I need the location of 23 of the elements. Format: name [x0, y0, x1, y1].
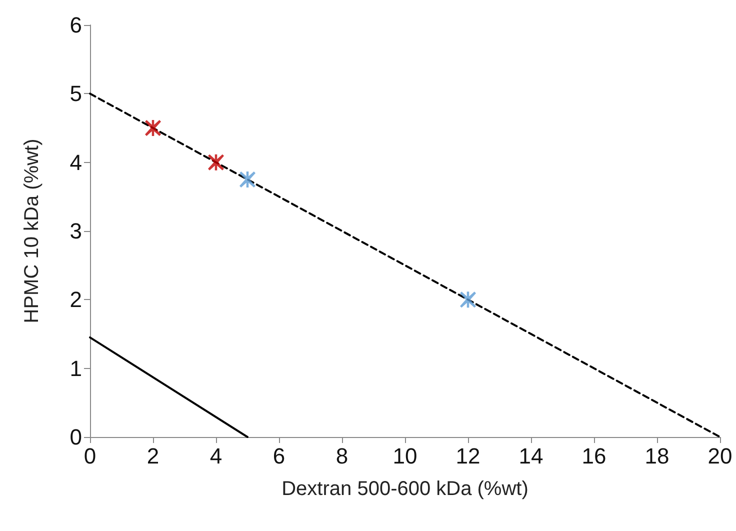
x-tick-label: 14 [518, 444, 544, 468]
y-tick-label: 4 [70, 150, 82, 175]
y-tick-label: 1 [70, 356, 82, 381]
point [460, 292, 476, 308]
x-tick-label: 20 [708, 444, 732, 468]
x-tick-label: 12 [456, 444, 480, 468]
point [145, 120, 161, 136]
x-tick-label: 10 [392, 444, 418, 468]
y-axis-title: HPMC 10 kDa (%wt) [21, 138, 43, 324]
x-tick-label: 4 [210, 444, 222, 468]
y-tick-label: 6 [70, 12, 82, 38]
x-tick-label: 16 [582, 444, 606, 468]
x-tick-label: 2 [146, 444, 160, 468]
y-tick-label: 0 [70, 424, 82, 450]
point [208, 154, 224, 170]
x-tick-label: 6 [272, 444, 286, 468]
x-tick-label: 8 [336, 444, 348, 468]
y-tick-label: 3 [70, 218, 82, 244]
y-tick-label: 5 [70, 81, 82, 106]
y-tick-label: 2 [70, 287, 82, 312]
x-tick-label: 18 [644, 444, 670, 468]
x-axis-title: Dextran 500-600 kDa (%wt) [282, 478, 528, 500]
point [240, 172, 256, 188]
